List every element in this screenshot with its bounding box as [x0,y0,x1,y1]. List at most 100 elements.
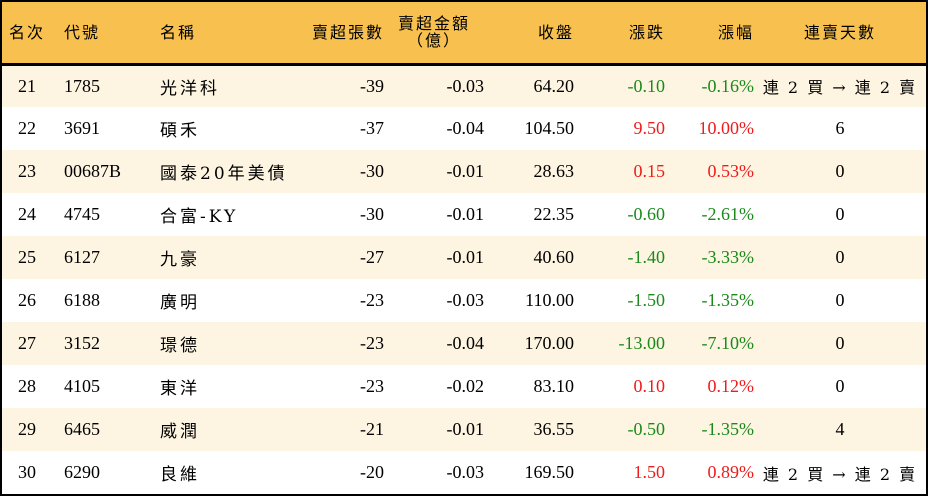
header-name: 名稱 [144,2,280,66]
cell-consecutive-sell-days: 0 [835,161,845,181]
cell-code: 6465 [64,419,100,439]
cell-change: -13.00 [618,333,666,353]
cell-change: -1.50 [627,290,666,310]
cell-rank: 29 [18,419,36,439]
cell-consecutive-sell-days: 4 [835,419,845,439]
cell-rank: 24 [18,204,36,224]
cell-code: 3152 [64,333,100,353]
cell-rank: 25 [18,247,36,267]
cell-rank: 22 [18,118,36,138]
cell-net-sell-amount: -0.01 [446,419,485,439]
cell-change: -0.10 [627,75,666,96]
cell-consecutive-sell-days: 連 2 買 → 連 2 賣 [762,464,918,484]
cell-change: 1.50 [633,462,666,482]
cell-net-sell-amount: -0.04 [446,118,485,138]
cell-name: 璟德 [160,336,200,356]
cell-net-sell-volume: -20 [360,462,384,482]
header-net-sell-amount-line2: （億） [406,31,461,51]
cell-net-sell-amount: -0.03 [446,290,485,310]
cell-net-sell-amount: -0.03 [446,75,485,96]
table-row: 25 6127 九豪 -27 -0.01 40.60 -1.40 -3.33% … [2,236,926,279]
cell-name: 九豪 [160,250,200,270]
cell-close: 40.60 [533,247,575,267]
cell-change-pct: 0.89% [707,462,755,482]
cell-change-pct: -3.33% [701,247,755,267]
cell-change: 0.15 [633,161,666,181]
header-net-sell-amount: 賣超金額 （億） [384,2,484,66]
cell-change: -0.50 [627,419,666,439]
cell-close: 28.63 [533,161,575,181]
header-code: 代號 [52,2,144,66]
cell-close: 22.35 [533,204,575,224]
cell-name: 廣明 [160,293,200,313]
cell-code: 4105 [64,376,100,396]
cell-name: 合富-KY [160,207,239,227]
cell-close: 36.55 [533,419,575,439]
cell-net-sell-volume: -27 [360,247,384,267]
cell-close: 169.50 [524,462,575,482]
cell-net-sell-volume: -37 [360,118,384,138]
cell-net-sell-amount: -0.03 [446,462,485,482]
cell-net-sell-volume: -39 [360,75,384,96]
cell-change-pct: 0.53% [707,161,755,181]
cell-change-pct: -1.35% [701,290,755,310]
table-row: 26 6188 廣明 -23 -0.03 110.00 -1.50 -1.35%… [2,279,926,322]
cell-change-pct: -0.16% [701,75,755,96]
table-row: 24 4745 合富-KY -30 -0.01 22.35 -0.60 -2.6… [2,193,926,236]
cell-rank: 27 [18,333,36,353]
cell-name: 良維 [160,465,200,485]
header-consecutive-sell-days: 連賣天數 [754,2,926,66]
cell-net-sell-amount: -0.04 [446,333,485,353]
cell-name: 光洋科 [160,78,220,99]
cell-close: 83.10 [533,376,575,396]
table-row: 23 00687B 國泰20年美債 -30 -0.01 28.63 0.15 0… [2,150,926,193]
cell-close: 104.50 [524,118,575,138]
cell-change-pct: -2.61% [701,204,755,224]
cell-consecutive-sell-days: 連 2 買 → 連 2 賣 [762,78,918,98]
cell-net-sell-amount: -0.01 [446,204,485,224]
cell-code: 6188 [64,290,100,310]
cell-code: 6127 [64,247,100,267]
cell-change-pct: -7.10% [701,333,755,353]
cell-code: 00687B [64,161,122,181]
cell-net-sell-amount: -0.01 [446,161,485,181]
cell-change-pct: 10.00% [698,118,755,138]
header-change: 漲跌 [574,2,665,66]
table-row: 21 1785 光洋科 -39 -0.03 64.20 -0.10 -0.16%… [2,64,926,107]
table-row: 28 4105 東洋 -23 -0.02 83.10 0.10 0.12% 0 [2,365,926,408]
cell-rank: 30 [18,462,36,482]
table-header-row: 名次 代號 名稱 賣超張數 賣超金額 （億） 收盤 漲跌 漲幅 連賣天數 [2,2,926,66]
header-net-sell-amount-line1: 賣超金額 [397,14,470,34]
cell-change-pct: 0.12% [707,376,755,396]
cell-name: 威潤 [160,422,200,442]
cell-net-sell-amount: -0.02 [446,376,485,396]
cell-change: 0.10 [633,376,666,396]
cell-consecutive-sell-days: 0 [835,290,845,310]
cell-change: 9.50 [633,118,666,138]
table-row: 22 3691 碩禾 -37 -0.04 104.50 9.50 10.00% … [2,107,926,150]
cell-net-sell-volume: -30 [360,161,384,181]
header-close: 收盤 [484,2,574,66]
cell-consecutive-sell-days: 0 [835,376,845,396]
cell-net-sell-volume: -23 [360,376,384,396]
cell-name: 東洋 [160,379,200,399]
cell-consecutive-sell-days: 6 [835,118,845,138]
cell-rank: 26 [18,290,36,310]
cell-code: 6290 [64,462,100,482]
cell-change-pct: -1.35% [701,419,755,439]
header-change-pct: 漲幅 [665,2,754,66]
table-row: 27 3152 璟德 -23 -0.04 170.00 -13.00 -7.10… [2,322,926,365]
table-body: 21 1785 光洋科 -39 -0.03 64.20 -0.10 -0.16%… [2,64,926,494]
cell-rank: 21 [18,75,36,96]
cell-net-sell-volume: -23 [360,290,384,310]
cell-code: 3691 [64,118,100,138]
header-rank: 名次 [2,2,52,66]
cell-name: 碩禾 [160,121,200,141]
cell-rank: 23 [18,161,36,181]
cell-close: 110.00 [525,290,574,310]
cell-rank: 28 [18,376,36,396]
table-row: 29 6465 威潤 -21 -0.01 36.55 -0.50 -1.35% … [2,408,926,451]
cell-change: -1.40 [627,247,666,267]
